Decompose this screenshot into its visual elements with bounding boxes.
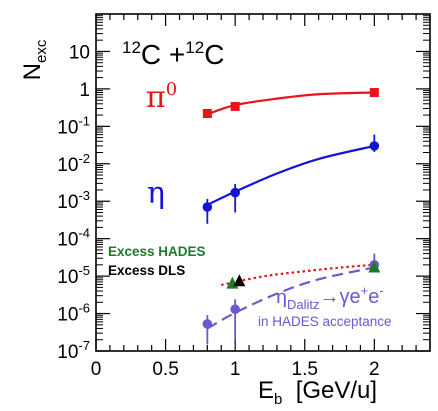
y-tick-label-base: 1	[79, 80, 90, 101]
system-label: 12C +12C	[122, 38, 224, 70]
pi0-point	[369, 88, 379, 98]
y-tick-label-exponent: -2	[78, 151, 90, 166]
y-tick-label: 10-7	[57, 338, 90, 363]
excess_dls-point	[233, 274, 246, 287]
y-tick-label-base: 10	[69, 42, 90, 63]
pi0-label: π0	[146, 79, 177, 115]
eta_dalitz-fit-curve	[206, 266, 375, 330]
eta-point	[230, 187, 240, 198]
y-tick-label-exponent: -6	[78, 301, 90, 316]
x-axis-title-unit: [GeV/u]	[282, 377, 377, 404]
system-a2: 12	[185, 38, 204, 57]
y-tick-label-base: 10	[57, 305, 78, 326]
plot-frame	[95, 13, 431, 352]
y-tick-label-base: 10	[57, 267, 78, 288]
pi0-fit-curve	[206, 91, 375, 116]
x-tick-label: 0	[91, 359, 102, 380]
eta_dalitz-point	[202, 319, 213, 329]
y-tick-label-base: 10	[57, 342, 78, 363]
x-tick-label: 1	[230, 359, 241, 380]
y-tick-label-base: 10	[57, 117, 78, 138]
excess-hades-label: Excess HADES	[108, 244, 206, 259]
y-axis-title-sub: exc	[33, 39, 50, 63]
y-tick-label: 10-5	[57, 263, 90, 288]
y-tick-label-exponent: -1	[78, 113, 90, 128]
system-a1: 12	[122, 38, 141, 57]
y-tick-label: 10-2	[57, 151, 90, 176]
y-axis-title-main: N	[19, 63, 46, 80]
y-tick-label-base: 10	[57, 192, 78, 213]
y-tick-label-exponent: -4	[78, 226, 90, 241]
y-tick-label-exponent: -7	[78, 338, 90, 353]
x-tick-label: 1.5	[292, 359, 318, 380]
eta-dalitz-label-sub: Dalitz	[287, 297, 320, 312]
y-tick-label-base: 10	[57, 230, 78, 251]
system-e2: C	[204, 39, 224, 70]
x-tick-label: 2	[369, 359, 380, 380]
excess_hades-point	[368, 260, 381, 273]
eta-dalitz-label-sup2: -	[379, 283, 383, 298]
eta-dalitz-label-main: η	[275, 284, 287, 308]
excess_dls-fit-curve	[221, 263, 375, 287]
system-e1: C +	[141, 39, 185, 70]
eta-dalitz-note: in HADES acceptance	[258, 314, 392, 329]
y-tick-label: 10-6	[57, 301, 90, 326]
pi0-label-sup: 0	[166, 79, 177, 100]
x-axis-title-sub: b	[274, 391, 282, 408]
pi0-point	[230, 101, 240, 111]
y-tick-label-exponent: -3	[78, 188, 90, 203]
x-axis-title-main: E	[258, 377, 274, 404]
x-tick-label: 0.5	[152, 359, 178, 380]
y-tick-label: 10-3	[57, 188, 90, 213]
eta-dalitz-label: ηDalitz→γe+e-	[275, 283, 384, 312]
y-tick-label: 10-4	[57, 226, 90, 251]
excess-dls-label: Excess DLS	[108, 263, 185, 278]
y-tick-label-base: 10	[57, 155, 78, 176]
y-axis-title: Nexc	[19, 39, 50, 80]
y-tick-label: 1	[79, 80, 90, 101]
eta-dalitz-label-sup1: +	[361, 283, 369, 298]
eta-dalitz-label-rest: →γe	[320, 286, 361, 308]
y-tick-label: 10-1	[57, 113, 90, 138]
pi0-label-main: π	[146, 80, 166, 115]
y-tick-label: 10	[69, 42, 90, 63]
eta-label: η	[147, 176, 165, 211]
pi0-point	[202, 109, 212, 119]
eta_dalitz-point	[230, 304, 240, 315]
eta-fit-curve	[206, 144, 375, 206]
eta-point	[202, 202, 213, 212]
eta-dalitz-label-e: e	[368, 286, 379, 308]
x-axis-title: Eb [GeV/u]	[258, 377, 377, 408]
y-tick-label-exponent: -5	[78, 263, 90, 278]
eta-point	[369, 141, 380, 151]
